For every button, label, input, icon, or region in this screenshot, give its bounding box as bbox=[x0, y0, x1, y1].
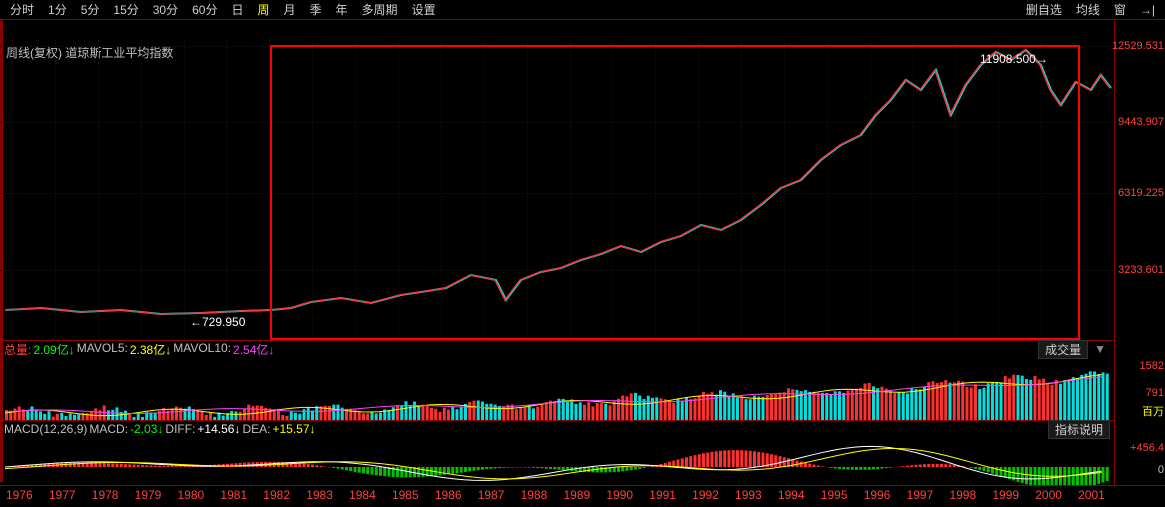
toolbar-删自选[interactable]: 删自选 bbox=[1020, 1, 1068, 19]
x-tick-1980: 1980 bbox=[178, 488, 205, 502]
macd-y-tick: +456.4 bbox=[1130, 442, 1164, 454]
volume-legend-item: 总量: bbox=[4, 341, 31, 358]
price-plot bbox=[0, 20, 1115, 340]
volume-legend-item: 2.09亿↓ bbox=[33, 341, 74, 358]
x-tick-1988: 1988 bbox=[521, 488, 548, 502]
timeframe-1分[interactable]: 1分 bbox=[42, 1, 73, 19]
volume-legend-item: MAVOL5: bbox=[77, 341, 128, 358]
volume-panel: 总量: 2.09亿↓ MAVOL5: 2.38亿↓ MAVOL10: 2.54亿… bbox=[0, 340, 1115, 420]
volume-unit-label: 百万 bbox=[1142, 403, 1164, 419]
macd-legend-item: DIFF: bbox=[165, 422, 195, 436]
x-tick-2001: 2001 bbox=[1078, 488, 1105, 502]
macd-legend-item: +15.57↓ bbox=[272, 422, 315, 436]
volume-header: 总量: 2.09亿↓ MAVOL5: 2.38亿↓ MAVOL10: 2.54亿… bbox=[0, 341, 1114, 357]
x-tick-1987: 1987 bbox=[478, 488, 505, 502]
x-tick-1977: 1977 bbox=[49, 488, 76, 502]
macd-panel: MACD(12,26,9) MACD: -2.03↓ DIFF: +14.56↓… bbox=[0, 420, 1115, 485]
expand-icon[interactable]: →| bbox=[1134, 1, 1161, 19]
toolbar-left: 分时1分5分15分30分60分日周月季年多周期设置 bbox=[4, 1, 442, 19]
y-tick-label: 3233.601 bbox=[1118, 264, 1164, 276]
volume-plot bbox=[0, 357, 1115, 421]
high-price-callout: 11908.500→ bbox=[980, 52, 1048, 66]
chevron-down-icon[interactable]: ▼ bbox=[1090, 342, 1110, 356]
x-tick-1983: 1983 bbox=[306, 488, 333, 502]
timeframe-toolbar: 分时1分5分15分30分60分日周月季年多周期设置 删自选均线窗→| bbox=[0, 0, 1165, 20]
timeframe-15分[interactable]: 15分 bbox=[107, 1, 144, 19]
timeframe-分时[interactable]: 分时 bbox=[4, 1, 40, 19]
macd-legend-item: MACD: bbox=[89, 422, 128, 436]
y-tick-label: 9443.907 bbox=[1118, 116, 1164, 128]
timeframe-多周期[interactable]: 多周期 bbox=[356, 1, 404, 19]
timeframe-设置[interactable]: 设置 bbox=[406, 1, 442, 19]
time-axis: 1976 1977 1978 1979 1980 1981 1982 1983 1984 1985… bbox=[0, 485, 1165, 505]
x-tick-1986: 1986 bbox=[435, 488, 462, 502]
price-y-axis: 12529.5319443.9076319.2253233.601 bbox=[1118, 20, 1164, 340]
macd-panel-title[interactable]: 指标说明 bbox=[1048, 420, 1110, 439]
x-tick-1996: 1996 bbox=[864, 488, 891, 502]
macd-y-tick: 0 bbox=[1158, 464, 1164, 476]
x-tick-1995: 1995 bbox=[821, 488, 848, 502]
macd-legend-item: DEA: bbox=[242, 422, 270, 436]
x-tick-1992: 1992 bbox=[692, 488, 719, 502]
toolbar-均线[interactable]: 均线 bbox=[1070, 1, 1106, 19]
x-tick-1989: 1989 bbox=[564, 488, 591, 502]
x-tick-1984: 1984 bbox=[349, 488, 376, 502]
y-tick-label: 6319.225 bbox=[1118, 187, 1164, 199]
x-tick-1982: 1982 bbox=[263, 488, 290, 502]
volume-y-axis: 1582 791 百万 bbox=[1118, 357, 1164, 421]
x-tick-1978: 1978 bbox=[92, 488, 119, 502]
timeframe-日[interactable]: 日 bbox=[225, 1, 249, 19]
timeframe-季[interactable]: 季 bbox=[304, 1, 328, 19]
x-tick-1985: 1985 bbox=[392, 488, 419, 502]
x-tick-1990: 1990 bbox=[606, 488, 633, 502]
macd-legend-item: -2.03↓ bbox=[130, 422, 163, 436]
price-chart-panel: 周线(复权) 道琼斯工业平均指数 12529.5319443.9076319.2… bbox=[0, 20, 1115, 340]
x-tick-1981: 1981 bbox=[220, 488, 247, 502]
toolbar-窗[interactable]: 窗 bbox=[1108, 1, 1132, 19]
timeframe-60分[interactable]: 60分 bbox=[186, 1, 223, 19]
x-tick-1979: 1979 bbox=[135, 488, 162, 502]
macd-y-axis: +456.4 0 bbox=[1118, 437, 1164, 486]
volume-legend-item: 2.54亿↓ bbox=[233, 341, 274, 358]
timeframe-5分[interactable]: 5分 bbox=[75, 1, 106, 19]
macd-plot bbox=[0, 437, 1115, 486]
low-price-callout: ←729.950 bbox=[190, 315, 245, 329]
macd-legend-item: MACD(12,26,9) bbox=[4, 422, 87, 436]
macd-header: MACD(12,26,9) MACD: -2.03↓ DIFF: +14.56↓… bbox=[0, 421, 1114, 437]
volume-y-tick: 791 bbox=[1146, 387, 1164, 399]
volume-y-tick: 1582 bbox=[1140, 360, 1164, 372]
macd-legend: MACD(12,26,9) MACD: -2.03↓ DIFF: +14.56↓… bbox=[4, 422, 316, 436]
y-tick-label: 12529.531 bbox=[1112, 40, 1164, 52]
timeframe-年[interactable]: 年 bbox=[330, 1, 354, 19]
volume-legend: 总量: 2.09亿↓ MAVOL5: 2.38亿↓ MAVOL10: 2.54亿… bbox=[4, 341, 274, 358]
timeframe-周[interactable]: 周 bbox=[251, 1, 275, 19]
volume-panel-title[interactable]: 成交量 bbox=[1038, 340, 1088, 359]
x-tick-2000: 2000 bbox=[1035, 488, 1062, 502]
x-tick-1993: 1993 bbox=[735, 488, 762, 502]
volume-legend-item: MAVOL10: bbox=[173, 341, 231, 358]
x-tick-1999: 1999 bbox=[992, 488, 1019, 502]
x-tick-1991: 1991 bbox=[649, 488, 676, 502]
toolbar-right: 删自选均线窗→| bbox=[1020, 1, 1161, 19]
x-tick-1976: 1976 bbox=[6, 488, 33, 502]
macd-legend-item: +14.56↓ bbox=[197, 422, 240, 436]
x-tick-1997: 1997 bbox=[907, 488, 934, 502]
volume-legend-item: 2.38亿↓ bbox=[130, 341, 171, 358]
timeframe-月[interactable]: 月 bbox=[278, 1, 302, 19]
x-tick-1998: 1998 bbox=[949, 488, 976, 502]
x-tick-1994: 1994 bbox=[778, 488, 805, 502]
timeframe-30分[interactable]: 30分 bbox=[147, 1, 184, 19]
